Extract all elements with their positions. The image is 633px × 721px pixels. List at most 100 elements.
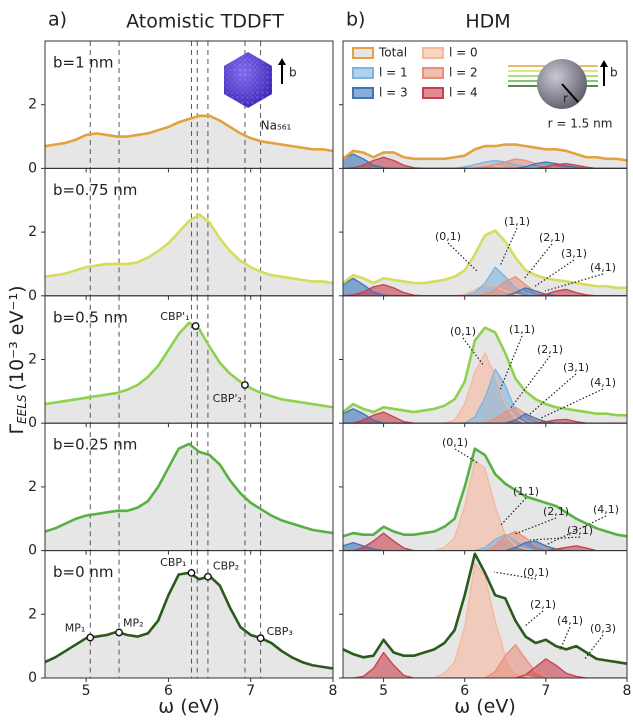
panel-b-label: b=1 nm [53, 54, 114, 72]
panel-b-label: b=0.75 nm [53, 181, 137, 199]
y-label-units: (10⁻³ eV⁻¹) [6, 285, 28, 390]
annotation-leader [454, 448, 479, 464]
plot-area [45, 168, 333, 296]
x-axis-label: ω (eV) [454, 696, 515, 718]
annotation-leader [544, 273, 604, 292]
marker-label: CBP'₂ [213, 392, 242, 405]
annotation-leader [533, 259, 575, 288]
y-tick-label: 2 [28, 479, 37, 495]
annotation: (4,1) [590, 261, 616, 274]
panel-label: a) [48, 9, 67, 31]
annotation: (2,1) [537, 343, 563, 356]
annotation: (4,1) [593, 503, 619, 516]
annotation-leader [559, 626, 571, 651]
legend-label: l = 1 [379, 66, 408, 80]
panel: 0 2 b=0.75 nm [28, 167, 334, 304]
panel: 5 6 7 8 (0,1) (2,1)(4,1) (0,3) [339, 550, 632, 699]
marker [256, 634, 265, 643]
marker-label: MP₁ [65, 622, 86, 635]
marker-label: CBP₃ [267, 625, 293, 638]
y-tick-label: 2 [28, 224, 37, 240]
annotation-leader [545, 515, 607, 546]
panel-title: Atomistic TDDFT [126, 11, 284, 33]
inset-radius-label: r [563, 92, 568, 106]
area [343, 267, 627, 296]
area [343, 461, 627, 551]
annotation: (2,1) [543, 505, 569, 518]
x-tick-label: 7 [246, 683, 255, 699]
line [343, 143, 627, 162]
annotation: (1,1) [504, 215, 530, 228]
area [353, 412, 587, 424]
annotation: (0,1) [435, 230, 461, 243]
plot-area [343, 229, 627, 296]
annotation: (2,1) [539, 231, 565, 244]
plot-area [343, 552, 627, 678]
legend-label: l = 4 [449, 86, 478, 100]
annotation-leader [523, 243, 553, 280]
x-tick-label: 6 [164, 683, 173, 699]
annotation-leader [514, 517, 557, 535]
nanoparticle-atoms [224, 52, 272, 108]
plot-area [343, 326, 627, 424]
marker [86, 633, 95, 642]
panel: Total l = 0 l = 1 l = 2 l = 3 l = 4 [339, 40, 628, 173]
legend-label: l = 0 [449, 46, 478, 60]
area [343, 157, 627, 169]
legend-swatch [352, 47, 374, 59]
y-tick-label: 2 [28, 97, 37, 113]
line [343, 352, 627, 424]
line [45, 442, 333, 535]
area [343, 284, 627, 296]
line [343, 368, 627, 424]
x-tick-label: 5 [82, 683, 91, 699]
x-axis-label: ω (eV) [158, 696, 219, 718]
line [343, 552, 627, 665]
arrow-head [600, 60, 608, 67]
area [45, 443, 333, 551]
annotation: (1,1) [509, 323, 535, 336]
annotation: (0,1) [523, 566, 549, 579]
area [45, 115, 333, 169]
marker-label: CBP₁ [160, 556, 186, 569]
annotation: (0,1) [450, 325, 476, 338]
y-tick-label: 2 [28, 352, 37, 368]
x-tick-label: 8 [623, 683, 632, 699]
marker-label: CBP'₁ [160, 310, 189, 323]
legend-label: l = 2 [449, 66, 478, 80]
inset-arrow-label: b [610, 66, 618, 80]
area [485, 644, 556, 678]
plot-area [45, 423, 333, 551]
area [343, 230, 627, 296]
line [343, 326, 627, 417]
x-tick-label: 7 [541, 683, 550, 699]
annotation-leader [509, 355, 551, 410]
panel-b-label: b=0.5 nm [53, 308, 128, 326]
y-label-symbol: Γ [6, 424, 28, 435]
area [45, 214, 333, 296]
y-tick-label: 0 [28, 288, 37, 304]
plot-area [45, 295, 333, 424]
x-tick-label: 6 [460, 683, 469, 699]
panel: 0 2 b=1 nm [28, 40, 334, 176]
area [353, 652, 587, 678]
annotation: (4,1) [590, 376, 616, 389]
inset-label: Na₅₆₁ [261, 119, 292, 133]
marker [204, 572, 212, 581]
inset-caption: r = 1.5 nm [548, 117, 613, 131]
plot-area [343, 143, 627, 169]
marker [115, 628, 123, 637]
line [343, 284, 627, 296]
annotation-leader [499, 497, 527, 527]
marker [191, 322, 200, 330]
panel-label: b) [346, 9, 365, 31]
marker-label: CBP₂ [213, 560, 239, 573]
plot-area [45, 41, 333, 169]
y-tick-label: 0 [28, 543, 37, 559]
y-axis-label: ΓEELS (10⁻³ eV⁻¹) [6, 285, 29, 434]
line [343, 284, 627, 296]
panel-b-label: b=0.25 nm [53, 436, 137, 454]
annotation-leader [529, 536, 581, 541]
line [45, 321, 333, 409]
